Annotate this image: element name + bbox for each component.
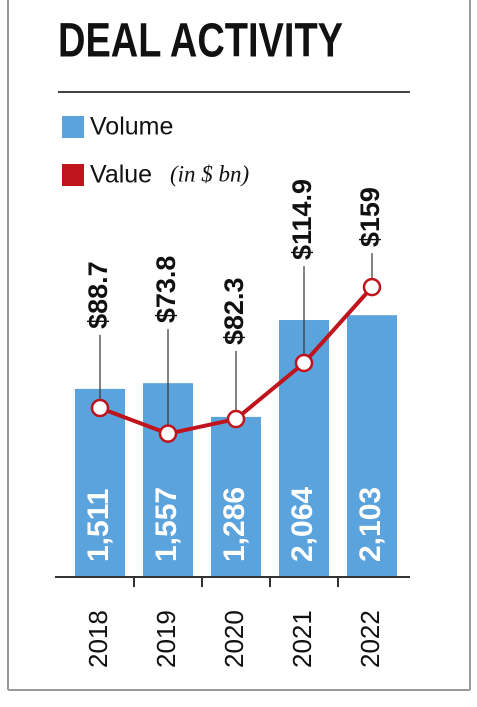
legend-label: Volume [90, 113, 173, 141]
chart-title: DEAL ACTIVITY [58, 15, 343, 68]
x-tick-label: 2019 [151, 610, 181, 668]
bar [211, 416, 261, 577]
line-point [226, 409, 246, 429]
line-value-label: $114.9 [287, 179, 317, 260]
x-tick-label: 2021 [287, 610, 317, 668]
bar-value-label: 1,286 [218, 487, 251, 562]
bar-value-label: 1,557 [150, 487, 183, 562]
line-value-label: $82.3 [219, 277, 249, 345]
line-value-label: $73.8 [151, 256, 181, 324]
line-point [294, 353, 314, 373]
unit-note: (in $ bn) [170, 161, 249, 186]
line-point [90, 398, 110, 418]
bar [75, 388, 125, 577]
line-value-label: $159 [355, 187, 385, 247]
bar-value-label: 2,103 [354, 487, 387, 562]
x-tick-label: 2018 [83, 610, 113, 668]
legend-label: Value [90, 161, 152, 189]
line-value-label: $88.7 [83, 261, 113, 329]
line-point [362, 277, 382, 297]
legend-swatch [62, 116, 84, 138]
line-point [158, 424, 178, 443]
bar-value-label: 2,064 [286, 487, 319, 562]
bar [347, 315, 397, 577]
x-tick-label: 2020 [219, 610, 249, 668]
x-tick-label: 2022 [355, 610, 385, 668]
legend-swatch [62, 164, 84, 186]
bar-value-label: 1,511 [82, 489, 115, 562]
